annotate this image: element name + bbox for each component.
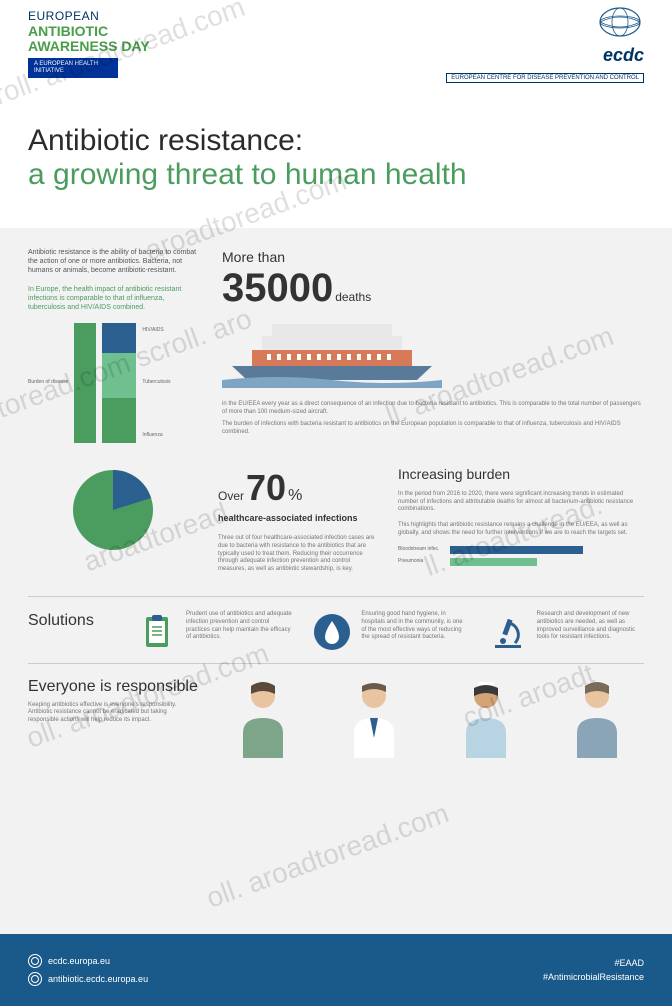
bar-label-hiv: HIV/AIDS — [142, 327, 170, 334]
divider-1 — [28, 596, 644, 597]
cruise-ship-icon — [222, 318, 442, 388]
eaad-logo: EUROPEAN ANTIBIOTIC AWARENESS DAY A EURO… — [28, 10, 150, 77]
burden-column: Increasing burden In the period from 201… — [398, 465, 644, 574]
deaths-caption-2: The burden of infections with bacteria r… — [222, 421, 644, 437]
footer-bar: ecdc.europa.eu antibiotic.ecdc.europa.eu… — [0, 934, 672, 1006]
person-vet-icon — [565, 678, 629, 758]
deaths-suffix: deaths — [335, 290, 371, 304]
row-pie-burden: Over 70 % healthcare-associated infectio… — [28, 465, 644, 574]
chart-axis-label: Burden of disease — [28, 379, 68, 386]
burden-p2: This highlights that antibiotic resistan… — [398, 522, 644, 538]
solution-1: Prudent use of antibiotics and adequate … — [136, 611, 293, 653]
hbar1-track — [450, 546, 583, 554]
logo-line1: EUROPEAN — [28, 10, 150, 23]
intro-column: Antibiotic resistance is the ability of … — [28, 248, 198, 443]
deaths-subhead: More than — [222, 248, 644, 266]
comparison-bar-chart: Burden of disease HIV/AIDS Tuberculosis … — [28, 323, 198, 443]
divider-2 — [28, 663, 644, 664]
responsible-title: Everyone is responsible — [28, 678, 198, 696]
row-intro-deaths: Antibiotic resistance is the ability of … — [28, 248, 644, 443]
stacked-bar — [102, 323, 136, 443]
bar-seg-influenza — [102, 398, 136, 443]
logo-line2: ANTIBIOTIC — [28, 24, 150, 39]
over-label: Over — [218, 489, 244, 505]
solutions-row: Solutions Prudent use of antibiotics and… — [28, 611, 644, 653]
footer-hashtag-2: #AntimicrobialResistance — [543, 972, 644, 982]
footer-left: ecdc.europa.eu antibiotic.ecdc.europa.eu — [28, 954, 148, 986]
ecdc-name: ecdc — [446, 45, 644, 66]
footer-url1: ecdc.europa.eu — [48, 956, 110, 966]
microscope-icon — [487, 611, 529, 653]
deaths-caption-1: in the EU/EEA every year as a direct con… — [222, 401, 644, 417]
responsible-caption: Keeping antibiotics effective is everyon… — [28, 702, 198, 725]
bar-seg-tb — [102, 353, 136, 398]
solution2-text: Ensuring good hand hygiene, in hospitals… — [361, 611, 468, 642]
bar-label-tb: Tuberculosis — [142, 379, 170, 386]
bar-seg-hiv — [102, 323, 136, 353]
clipboard-icon — [136, 611, 178, 653]
ecdc-logo: ecdc EUROPEAN CENTRE FOR DISEASE PREVENT… — [446, 4, 644, 84]
hbar2-label: Pneumonia — [398, 558, 446, 565]
globe-icon — [28, 972, 42, 986]
responsible-row: Everyone is responsible Keeping antibiot… — [28, 678, 644, 758]
intro-paragraph-1: Antibiotic resistance is the ability of … — [28, 248, 198, 275]
footer-url2: antibiotic.ecdc.europa.eu — [48, 974, 148, 984]
infographic-poster: EUROPEAN ANTIBIOTIC AWARENESS DAY A EURO… — [0, 0, 672, 1006]
title-line2: a growing threat to human health — [28, 158, 644, 192]
burden-title: Increasing burden — [398, 465, 644, 483]
header-bar: EUROPEAN ANTIBIOTIC AWARENESS DAY A EURO… — [0, 0, 672, 88]
burden-p1: In the period from 2016 to 2020, there w… — [398, 491, 644, 514]
hia-label: healthcare-associated infections — [218, 513, 378, 525]
solution-3: Research and development of new antibiot… — [487, 611, 644, 653]
person-nurse-icon — [454, 678, 518, 758]
logo-badge: A EUROPEAN HEALTH INITIATIVE — [28, 58, 118, 77]
title-band: Antibiotic resistance: a growing threat … — [0, 88, 672, 228]
deaths-column: More than 35000 deaths in the EU/EEA eve… — [222, 248, 644, 443]
hbar-1: Bloodstream infec. — [398, 546, 644, 554]
logo-line3: AWARENESS DAY — [28, 39, 150, 54]
ecdc-subtitle: EUROPEAN CENTRE FOR DISEASE PREVENTION A… — [446, 73, 644, 83]
over70-number: 70 — [246, 465, 286, 512]
intro-paragraph-2: In Europe, the health impact of antibiot… — [28, 285, 198, 312]
comparator-bar — [74, 323, 96, 443]
solution3-text: Research and development of new antibiot… — [537, 611, 644, 642]
person-patient-icon — [231, 678, 295, 758]
footer-right: #EAAD #AntimicrobialResistance — [543, 958, 644, 982]
footer-hashtag-1: #EAAD — [614, 958, 644, 968]
people-icons — [216, 678, 644, 758]
title-line1: Antibiotic resistance: — [28, 124, 644, 158]
water-drop-icon — [311, 611, 353, 653]
solution-2: Ensuring good hand hygiene, in hospitals… — [311, 611, 468, 653]
solution1-text: Prudent use of antibiotics and adequate … — [186, 611, 293, 642]
over70-column: Over 70 % healthcare-associated infectio… — [218, 465, 378, 574]
over70-pct: % — [288, 486, 302, 507]
globe-icon — [596, 4, 644, 40]
solutions-title: Solutions — [28, 611, 118, 632]
pie-column — [28, 465, 198, 574]
deaths-number: 35000 — [222, 266, 333, 310]
hbar-2: Pneumonia — [398, 558, 644, 566]
hbar1-label: Bloodstream infec. — [398, 546, 446, 553]
body-area: Antibiotic resistance is the ability of … — [0, 228, 672, 934]
over70-caption: Three out of four healthcare-associated … — [218, 535, 378, 574]
globe-icon — [28, 954, 42, 968]
pie-chart — [68, 465, 158, 555]
bar-label-flu: Influenza — [142, 432, 170, 439]
person-doctor-icon — [342, 678, 406, 758]
hbar2-track — [450, 558, 537, 566]
